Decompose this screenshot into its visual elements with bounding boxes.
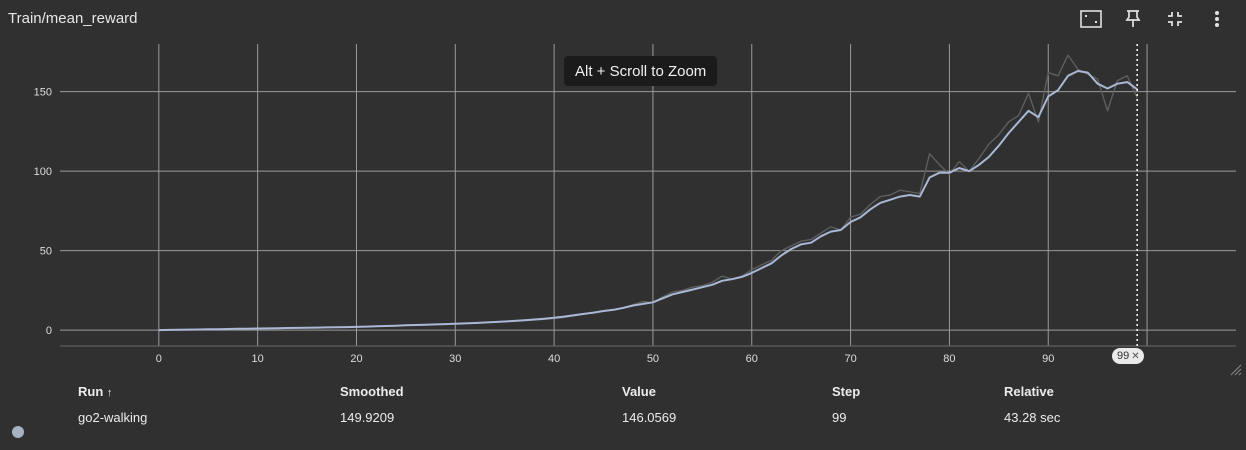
chart-title: Train/mean_reward [8,10,138,27]
table-header-row: Run ↑ Smoothed Value Step Relative [68,380,1204,402]
x-tick-label: 30 [449,353,461,365]
y-tick-label: 0 [46,325,52,337]
smoothed-column-header[interactable]: Smoothed [340,383,404,399]
relative-column-header[interactable]: Relative [1004,383,1054,399]
chart-toolbar [1070,6,1238,32]
resize-handle-icon[interactable] [1228,362,1242,376]
x-tick-label: 10 [252,353,264,365]
close-icon[interactable]: ✕ [1131,350,1140,362]
grid-lines [60,44,1236,347]
x-tick-label: 20 [350,353,362,365]
run-data-table: Run ↑ Smoothed Value Step Relative go2-w… [68,380,1204,432]
x-tick-label: 80 [943,353,955,365]
fit-domain-icon [1080,10,1102,28]
smoothed-series-line [158,70,1138,332]
y-tick-label: 100 [34,166,52,178]
raw-series-line [158,54,1138,331]
x-tick-label: 0 [156,353,162,365]
more-options-button[interactable] [1196,6,1238,32]
value-column-header[interactable]: Value [622,383,656,399]
zoom-hint-tooltip: Alt + Scroll to Zoom [564,56,718,86]
chart-series [158,54,1138,332]
y-tick-label: 50 [40,246,52,258]
fullscreen-exit-icon [1168,12,1182,26]
pin-icon [1125,10,1141,27]
x-tick-label: 50 [647,353,659,365]
step-column-header[interactable]: Step [832,383,861,399]
smoothed-cell: 149.9209 [340,409,395,425]
step-cell: 99 [832,409,847,425]
sort-ascending-icon: ↑ [106,386,113,399]
step-cursor-chip[interactable]: 99 ✕ [1112,348,1144,364]
relative-cell: 43.28 sec [1004,409,1061,425]
x-tick-label: 40 [548,353,560,365]
table-row: go2-walking 149.9209 146.0569 99 43.28 s… [68,402,1204,432]
step-cursor-label: 99 [1117,350,1130,362]
x-tick-label: 60 [746,353,758,365]
fit-domain-button[interactable] [1070,6,1112,32]
x-tick-label: 90 [1042,353,1054,365]
run-header-label: Run [78,383,104,399]
value-cell: 146.0569 [622,409,677,425]
run-name-cell: go2-walking [78,409,148,425]
x-tick-label: 70 [844,353,856,365]
tick-labels: 0 10 20 30 40 50 60 70 80 90 0 50 100 150 [34,87,1055,365]
pin-button[interactable] [1112,6,1154,32]
run-color-swatch[interactable] [12,426,24,438]
line-chart[interactable]: 0 10 20 30 40 50 60 70 80 90 0 50 100 150 [0,36,1246,380]
more-vert-icon [1215,11,1219,27]
y-tick-label: 150 [34,87,52,99]
run-column-header[interactable]: Run ↑ [68,380,330,402]
fullscreen-exit-button[interactable] [1154,6,1196,32]
